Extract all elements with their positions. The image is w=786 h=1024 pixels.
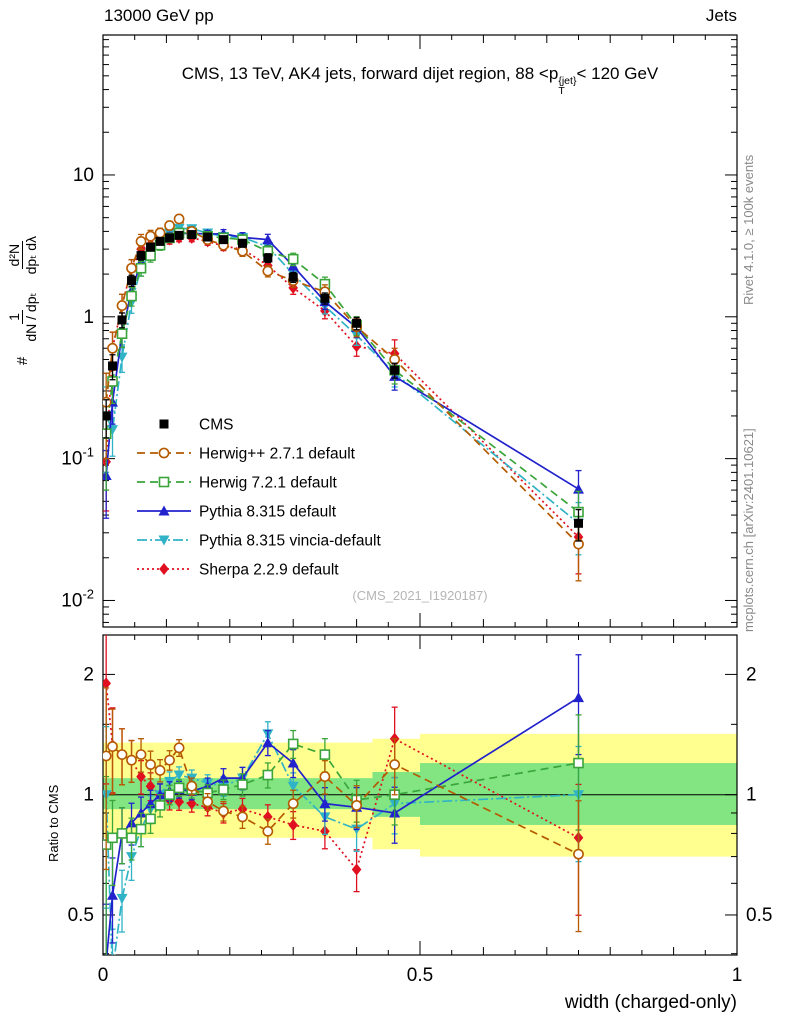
series-cms-main: [103, 230, 583, 542]
legend-item-pythia-8-315-vincia-default: Pythia 8.315 vincia-default: [137, 533, 382, 550]
series-herwig-2-7-1-default-ratio: [103, 687, 584, 933]
svg-text:2: 2: [83, 664, 94, 685]
legend-label: Pythia 8.315 vincia-default: [199, 533, 382, 550]
y-axis-frac-1: 1 dN / dpₜ: [6, 292, 40, 342]
legend-item-cms: CMS: [159, 417, 233, 434]
svg-text:1: 1: [746, 785, 757, 806]
legend-item-sherpa-2-2-9-default: Sherpa 2.2.9 default: [137, 562, 339, 579]
x-axis-title: width (charged-only): [564, 992, 737, 1013]
plot-title-sup: {jet}: [558, 75, 577, 88]
analysis-group-label: Jets: [705, 6, 737, 25]
svg-text:10: 10: [73, 165, 94, 186]
legend: CMS Herwig++ 2.7.1 default Herwig 7.2.1 de…: [137, 417, 382, 579]
legend-label: Herwig++ 2.7.1 default: [199, 446, 356, 463]
svg-text:10-2: 10-2: [61, 586, 94, 611]
svg-text:2: 2: [746, 664, 757, 685]
axis-tick-labels: 10-2 10-1 1 10 0.5 0.5 1 1 2 2 0 0.5 1: [61, 165, 772, 986]
series-pythia-8-315-default-main: [103, 227, 584, 519]
legend-item-pythia-8-315-default: Pythia 8.315 default: [137, 504, 337, 521]
series-sherpa-2-2-9-default-main: [103, 231, 584, 575]
y-axis-frac-2: d²N dpₜ dλ: [6, 235, 40, 275]
legend-item-herwig-2-7-1-default: Herwig++ 2.7.1 default: [137, 446, 356, 463]
plot-title: CMS, 13 TeV, AK4 jets, forward dijet reg…: [103, 64, 737, 98]
beam-energy-label: 13000 GeV pp: [104, 6, 214, 25]
svg-text:10-1: 10-1: [61, 445, 94, 470]
mcplots-arxiv-note: mcplots.cern.ch [arXiv:2401.10621]: [741, 428, 756, 632]
svg-text:1: 1: [732, 965, 743, 986]
svg-text:1: 1: [83, 307, 94, 328]
y-axis-title: # 1 dN / dpₜ d²N dpₜ dλ: [6, 35, 39, 365]
svg-text:0.5: 0.5: [746, 905, 772, 926]
legend-label: Sherpa 2.2.9 default: [199, 562, 339, 579]
analysis-id-watermark: (CMS_2021_I1920187): [352, 588, 488, 603]
uncertainty-bands: [103, 733, 737, 857]
plot-title-sub: T: [558, 85, 565, 98]
pt-supsub: {jet} T: [558, 75, 577, 98]
series-pythia-8-315-vincia-default-main: [103, 223, 584, 556]
svg-text:1: 1: [83, 785, 94, 806]
ratio-y-axis-title: Ratio to CMS: [46, 784, 61, 862]
y-axis-hash: #: [14, 356, 32, 365]
svg-text:0.5: 0.5: [407, 965, 433, 986]
svg-text:0: 0: [98, 965, 109, 986]
series-herwig-2-7-1-default-main: [103, 213, 584, 582]
axis-ticks: [102, 35, 738, 955]
legend-item-herwig-7-2-1-default: Herwig 7.2.1 default: [137, 475, 338, 492]
series-herwig-7-2-1-default-main: [103, 227, 584, 545]
legend-label: Herwig 7.2.1 default: [199, 475, 338, 492]
plot-title-pre: CMS, 13 TeV, AK4 jets, forward dijet reg…: [181, 64, 559, 83]
plot-title-post: < 120 GeV: [576, 64, 659, 83]
svg-text:0.5: 0.5: [68, 905, 94, 926]
legend-label: Pythia 8.315 default: [199, 504, 337, 521]
rivet-version-note: Rivet 4.1.0, ≥ 100k events: [741, 154, 756, 305]
legend-label: CMS: [199, 417, 233, 434]
